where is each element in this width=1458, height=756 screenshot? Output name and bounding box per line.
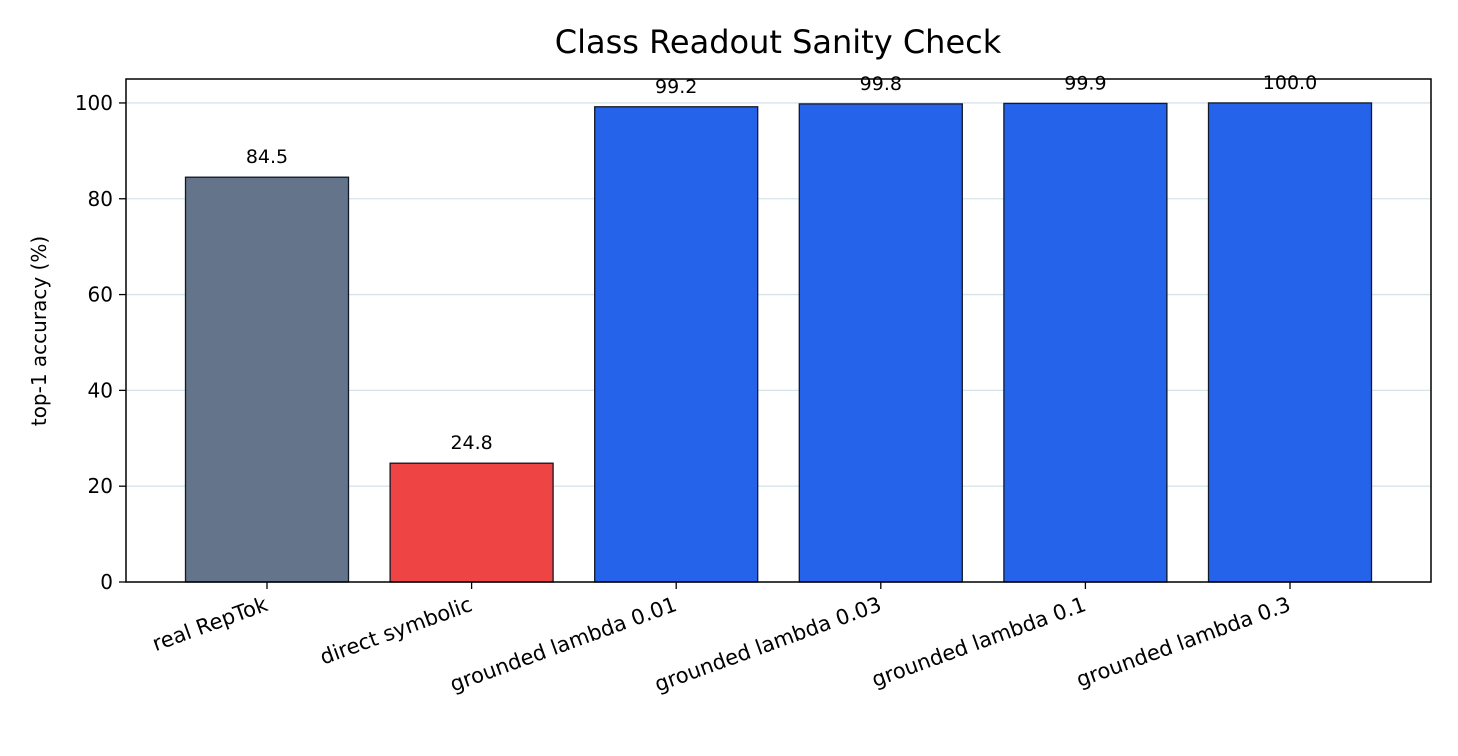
x-tick-label: grounded lambda 0.03	[651, 592, 884, 696]
x-tick-label: grounded lambda 0.1	[869, 592, 1090, 692]
y-tick-label: 40	[88, 378, 113, 402]
y-tick-label: 60	[88, 283, 113, 307]
bar-data-label: 100.0	[1263, 72, 1317, 94]
bar	[1207, 102, 1373, 583]
bar-data-label: 84.5	[246, 146, 288, 168]
x-tick-label: grounded lambda 0.3	[1073, 592, 1294, 692]
bar-data-label: 99.8	[860, 73, 902, 95]
y-tick-label: 20	[88, 474, 113, 498]
x-tick-label: grounded lambda 0.01	[447, 592, 680, 696]
y-tick-label: 80	[88, 187, 113, 211]
plot-frame	[125, 78, 1432, 583]
bar	[184, 176, 350, 583]
y-axis-label: top-1 accuracy (%)	[27, 236, 51, 426]
chart-title: Class Readout Sanity Check	[555, 23, 1002, 61]
bar	[389, 462, 554, 583]
y-tick-label: 0	[100, 570, 113, 594]
bar	[798, 103, 963, 583]
y-tick-label: 100	[75, 91, 113, 115]
x-tick-label: direct symbolic	[317, 592, 476, 669]
bar-data-label: 24.8	[450, 432, 492, 454]
bar-data-label: 99.2	[655, 76, 697, 98]
x-tick-label: real RepTok	[149, 592, 271, 656]
bar	[1003, 102, 1168, 583]
bar-data-label: 99.9	[1064, 72, 1106, 94]
bar	[594, 106, 759, 583]
